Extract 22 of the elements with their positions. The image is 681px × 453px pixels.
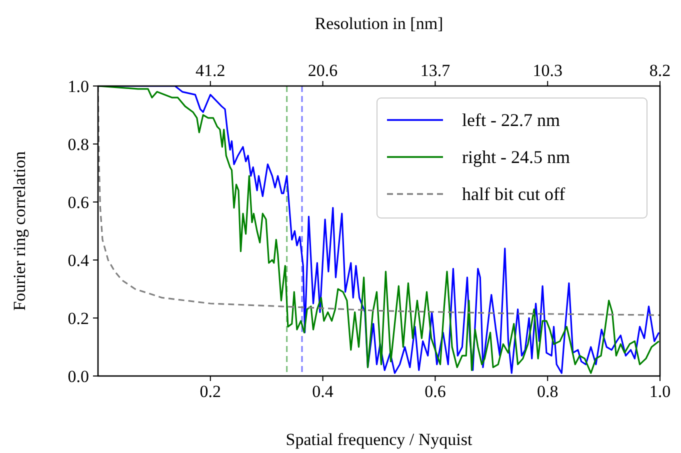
x-tick-label: 1.0 bbox=[649, 382, 671, 401]
y-tick-label: 1.0 bbox=[68, 77, 89, 96]
x-tick-label: 0.6 bbox=[424, 382, 446, 401]
y-tick-label: 0.0 bbox=[68, 367, 89, 386]
annotation: 13.7 bbox=[420, 61, 451, 80]
y-tick-label: 0.4 bbox=[68, 251, 90, 270]
x2-axis-title: Resolution in [nm] bbox=[314, 14, 444, 33]
annotation: 20.6 bbox=[308, 61, 338, 80]
x-tick-label: 0.4 bbox=[312, 382, 334, 401]
legend-label: left - 22.7 nm bbox=[462, 110, 560, 130]
annotation: 8.2 bbox=[649, 61, 671, 80]
x-axis-title: Spatial frequency / Nyquist bbox=[286, 430, 473, 449]
x-tick-label: 0.8 bbox=[536, 382, 558, 401]
annotation: 10.3 bbox=[532, 61, 562, 80]
annotation: 41.2 bbox=[196, 61, 226, 80]
y-tick-label: 0.6 bbox=[68, 193, 89, 212]
legend-label: half bit cut off bbox=[462, 184, 566, 204]
x-tick-label: 0.2 bbox=[200, 382, 222, 401]
legend-label: right - 24.5 nm bbox=[462, 147, 570, 167]
y-tick-label: 0.2 bbox=[68, 309, 89, 328]
y-axis-title: Fourier ring correlation bbox=[10, 150, 29, 311]
y-tick-label: 0.8 bbox=[68, 135, 89, 154]
